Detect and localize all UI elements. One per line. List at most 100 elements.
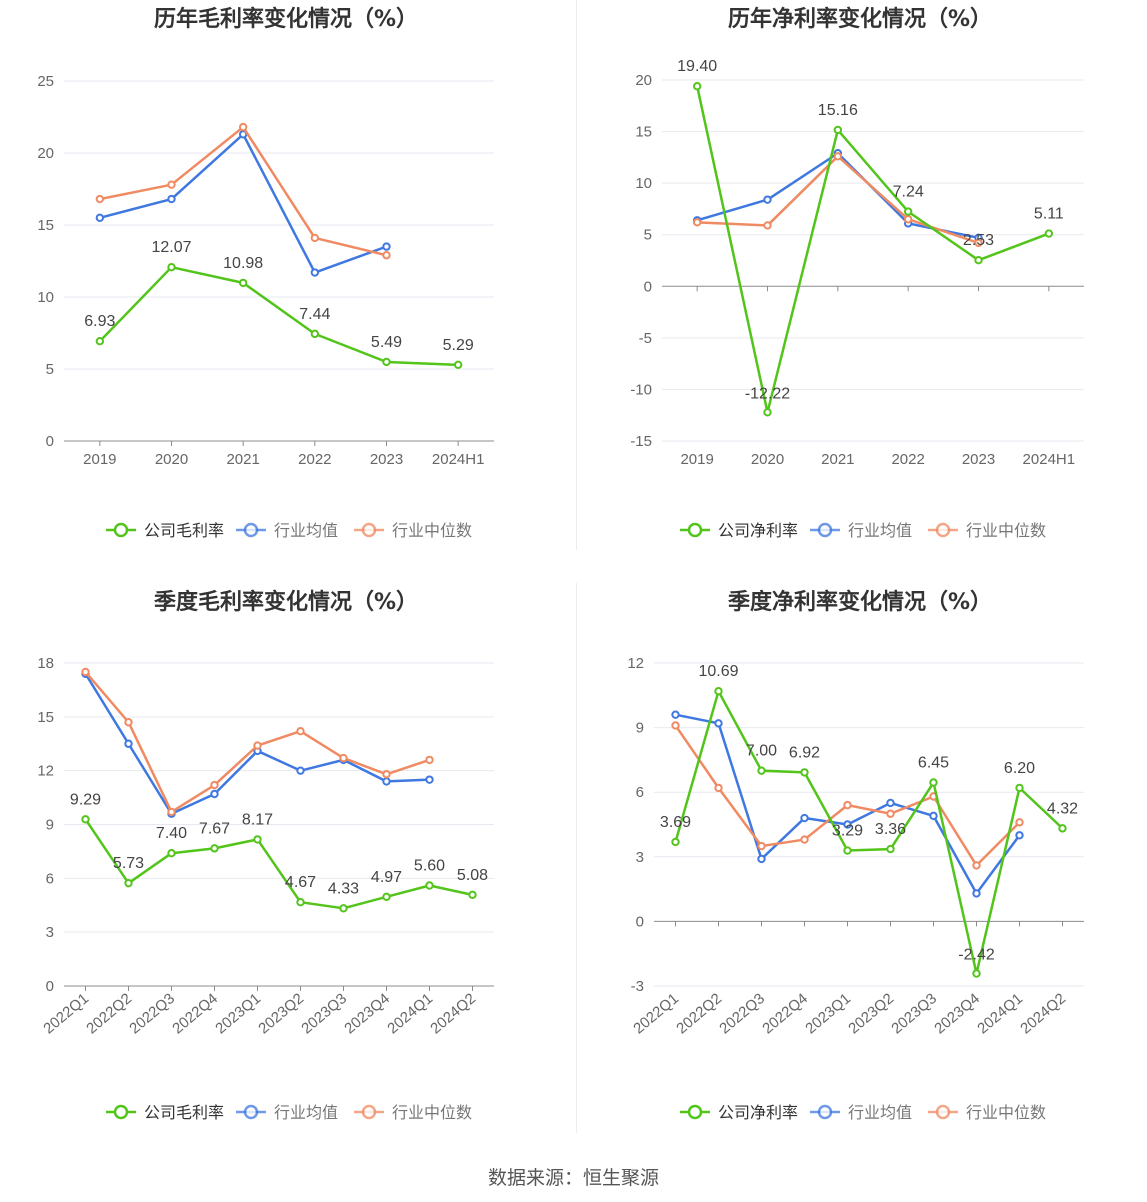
x-tick-label: 2022Q1	[40, 990, 92, 1037]
data-point-company	[253, 835, 262, 844]
data-point-company	[843, 846, 852, 855]
chart-svg: 历年净利率变化情况（%） -15 -10 -5 0 5 10 15 20 2019 2020 2021…	[630, 6, 1084, 540]
series-line-median	[99, 125, 387, 257]
legend-marker-company	[113, 1104, 129, 1120]
legend-label-company: 公司净利率	[718, 1104, 798, 1122]
data-point-median	[692, 218, 702, 227]
data-point-median	[757, 841, 766, 851]
data-point-median	[95, 194, 105, 204]
data-point-median	[253, 741, 262, 750]
data-point-avg	[800, 813, 809, 823]
y-tick-label: 15	[37, 709, 54, 726]
data-label: 5.49	[371, 334, 402, 351]
x-tick-label: 2023Q2	[845, 990, 897, 1037]
data-point-median	[296, 726, 305, 736]
x-tick-label: 2023Q3	[888, 990, 940, 1037]
data-label: 4.33	[328, 880, 359, 897]
data-point-company	[81, 815, 90, 824]
data-point-company	[296, 897, 305, 907]
data-label: 5.11	[1034, 206, 1064, 223]
data-label: 7.00	[746, 743, 777, 760]
x-tick-label: 2020	[155, 451, 188, 468]
data-point-avg	[310, 268, 320, 277]
y-tick-label: -3	[631, 978, 644, 995]
legend-label-company: 公司毛利率	[144, 522, 224, 540]
data-point-company	[692, 81, 702, 91]
data-point-median	[833, 152, 843, 161]
data-label: 3.29	[832, 823, 863, 840]
data-point-avg	[95, 213, 105, 223]
data-point-avg	[972, 889, 981, 898]
data-label: 12.07	[151, 239, 191, 256]
data-point-avg	[210, 789, 219, 799]
y-tick-label: 6	[46, 870, 54, 887]
data-point-median	[81, 667, 90, 677]
x-tick-label: 2024Q1	[384, 990, 436, 1037]
y-tick-label: -15	[630, 433, 652, 450]
series-line-company	[84, 818, 473, 910]
data-label: 7.67	[199, 820, 230, 837]
x-tick-label: 2022Q1	[630, 990, 682, 1037]
data-source-note: 数据来源：恒生聚源	[487, 1168, 659, 1189]
x-tick-label: 2022Q3	[716, 990, 768, 1037]
data-point-company	[1015, 783, 1024, 793]
data-point-avg	[671, 710, 680, 719]
series-line-company	[695, 85, 1050, 414]
y-tick-label: 12	[627, 655, 644, 672]
data-label: 6.45	[918, 755, 949, 772]
data-label: 5.60	[414, 858, 445, 875]
data-point-company	[167, 849, 176, 858]
data-point-median	[843, 800, 852, 810]
x-tick-label: 2022Q4	[759, 990, 811, 1037]
panel-divider	[576, 583, 577, 1133]
x-tick-label: 2020	[751, 451, 784, 468]
legend-marker-company	[687, 522, 703, 538]
legend-label-avg: 行业均值	[848, 522, 912, 540]
data-point-median	[382, 770, 391, 779]
data-point-company	[310, 329, 320, 339]
data-point-company	[95, 337, 105, 346]
data-point-company	[382, 357, 391, 367]
y-tick-label: 0	[46, 978, 54, 995]
data-point-company	[671, 837, 680, 847]
chart-svg: 季度毛利率变化情况（%） 0 3 6 9 12 15 18 2022Q12022Q22022Q3…	[37, 589, 494, 1122]
legend-label-company: 公司净利率	[718, 522, 798, 540]
x-tick-label: 2022Q3	[126, 990, 178, 1037]
data-point-median	[210, 780, 219, 790]
data-point-company	[339, 904, 348, 913]
data-point-median	[238, 122, 248, 132]
legend-marker-median	[361, 1104, 377, 1120]
legend-marker-median	[935, 522, 951, 538]
data-point-company	[800, 768, 809, 777]
legend-marker-company	[687, 1104, 703, 1120]
y-tick-label: 15	[37, 217, 54, 234]
data-point-company	[425, 881, 434, 890]
data-point-avg	[763, 195, 772, 204]
y-tick-label: 0	[636, 913, 644, 930]
legend-marker-avg	[243, 522, 259, 538]
legend-label-company: 公司毛利率	[144, 1104, 224, 1122]
data-label: 4.32	[1047, 800, 1078, 817]
x-tick-label: 2024H1	[1023, 451, 1076, 468]
data-label: 15.16	[818, 102, 858, 119]
y-tick-label: 5	[46, 361, 54, 378]
quarterly-gross-margin-chart: 季度毛利率变化情况（%） 0 3 6 9 12 15 18 2022Q1 2022Q2 2022Q3…	[0, 583, 573, 1166]
annual-net-margin-chart: 历年净利率变化情况（%） -15 -10 -5 0 5 10 15 20 2019 2020 2021…	[574, 0, 1147, 583]
x-tick-label: 2023Q1	[212, 990, 264, 1037]
x-tick-label: 2023	[962, 451, 995, 468]
legend-label-median: 行业中位数	[392, 1104, 472, 1122]
data-point-median	[382, 251, 391, 260]
y-tick-label: 25	[37, 73, 54, 90]
y-tick-label: 20	[37, 145, 54, 162]
series-line-avg	[99, 133, 387, 274]
y-tick-label: 0	[46, 433, 54, 450]
series-line-company	[98, 265, 459, 367]
data-point-median	[425, 755, 434, 765]
legend-marker-avg	[817, 522, 833, 538]
data-point-median	[339, 753, 348, 763]
data-point-company	[167, 262, 176, 272]
legend-marker-avg	[243, 1104, 259, 1120]
data-point-median	[124, 718, 133, 727]
data-point-avg	[1015, 831, 1024, 840]
legend-label-avg: 行业均值	[274, 522, 338, 540]
